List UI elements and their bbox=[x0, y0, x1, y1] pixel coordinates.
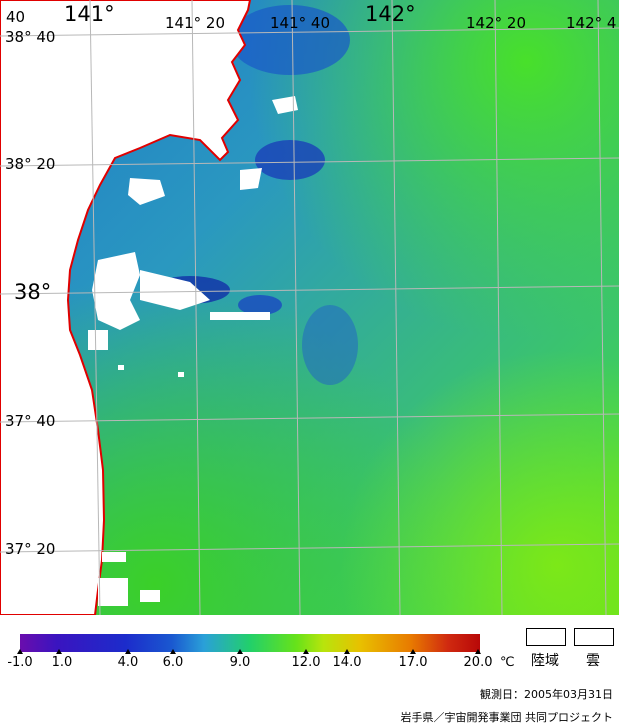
lat-label-37-20: 37° 20 bbox=[5, 540, 56, 558]
land-area bbox=[0, 0, 252, 615]
lat-label-38-20: 38° 20 bbox=[5, 155, 56, 173]
corner-label: 40 bbox=[6, 8, 26, 26]
color-scale-bar bbox=[20, 634, 480, 652]
cloud-patches bbox=[88, 96, 298, 606]
scale-tick-label: 1.0 bbox=[51, 655, 73, 670]
lat-label-37-40: 37° 40 bbox=[5, 412, 56, 430]
graticule bbox=[0, 0, 619, 615]
scale-tick-label: 14.0 bbox=[332, 655, 362, 670]
lon-label-141: 141° bbox=[64, 2, 115, 26]
cloud-swatch bbox=[574, 628, 614, 646]
unit-label: ℃ bbox=[500, 655, 515, 670]
scale-tick-label: 6.0 bbox=[162, 655, 184, 670]
observation-date: 観測日：2005年03月31日 bbox=[480, 688, 613, 701]
lon-label-142-20: 142° 20 bbox=[466, 14, 526, 32]
scale-tick-label: 9.0 bbox=[229, 655, 251, 670]
sea-surface-temperature-map bbox=[0, 0, 619, 615]
land-legend-label: 陸域 bbox=[531, 653, 559, 669]
scale-tick-marks bbox=[17, 649, 481, 654]
lon-label-141-40: 141° 40 bbox=[270, 14, 330, 32]
lat-label-38: 38° bbox=[14, 280, 52, 304]
scale-tick-label: -1.0 bbox=[7, 655, 33, 670]
scale-tick-label: 12.0 bbox=[291, 655, 321, 670]
land-swatch bbox=[526, 628, 566, 646]
lon-label-142: 142° bbox=[365, 2, 416, 26]
credit-text: 岩手県／宇宙開発事業団 共同プロジェクト bbox=[400, 711, 614, 724]
lat-label-38-40: 38° 40 bbox=[5, 28, 56, 46]
lon-label-142-40: 142° 4 bbox=[566, 14, 617, 32]
lon-label-141-20: 141° 20 bbox=[165, 14, 225, 32]
scale-tick-label: 4.0 bbox=[117, 655, 139, 670]
scale-tick-label: 17.0 bbox=[398, 655, 428, 670]
cloud-legend-label: 雲 bbox=[586, 653, 600, 669]
scale-tick-label: 20.0 bbox=[463, 655, 493, 670]
